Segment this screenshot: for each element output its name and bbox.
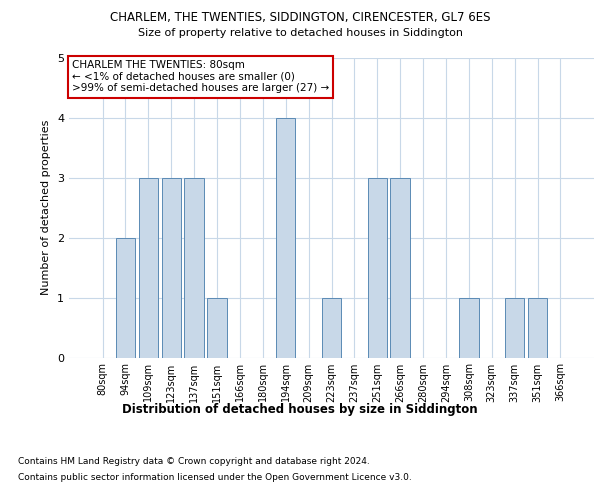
Text: Contains HM Land Registry data © Crown copyright and database right 2024.: Contains HM Land Registry data © Crown c… [18,458,370,466]
Bar [368,178,387,358]
Bar [116,238,135,358]
Text: Distribution of detached houses by size in Siddington: Distribution of detached houses by size … [122,402,478,415]
Text: CHARLEM, THE TWENTIES, SIDDINGTON, CIRENCESTER, GL7 6ES: CHARLEM, THE TWENTIES, SIDDINGTON, CIREN… [110,11,490,24]
Bar [208,298,227,358]
Text: CHARLEM THE TWENTIES: 80sqm
← <1% of detached houses are smaller (0)
>99% of sem: CHARLEM THE TWENTIES: 80sqm ← <1% of det… [72,60,329,94]
Bar [505,298,524,358]
Bar [276,118,295,358]
Text: Size of property relative to detached houses in Siddington: Size of property relative to detached ho… [137,28,463,38]
Bar [184,178,204,358]
Bar [459,298,479,358]
Bar [391,178,410,358]
Bar [322,298,341,358]
Bar [139,178,158,358]
Bar [528,298,547,358]
Text: Contains public sector information licensed under the Open Government Licence v3: Contains public sector information licen… [18,472,412,482]
Y-axis label: Number of detached properties: Number of detached properties [41,120,52,295]
Bar [161,178,181,358]
